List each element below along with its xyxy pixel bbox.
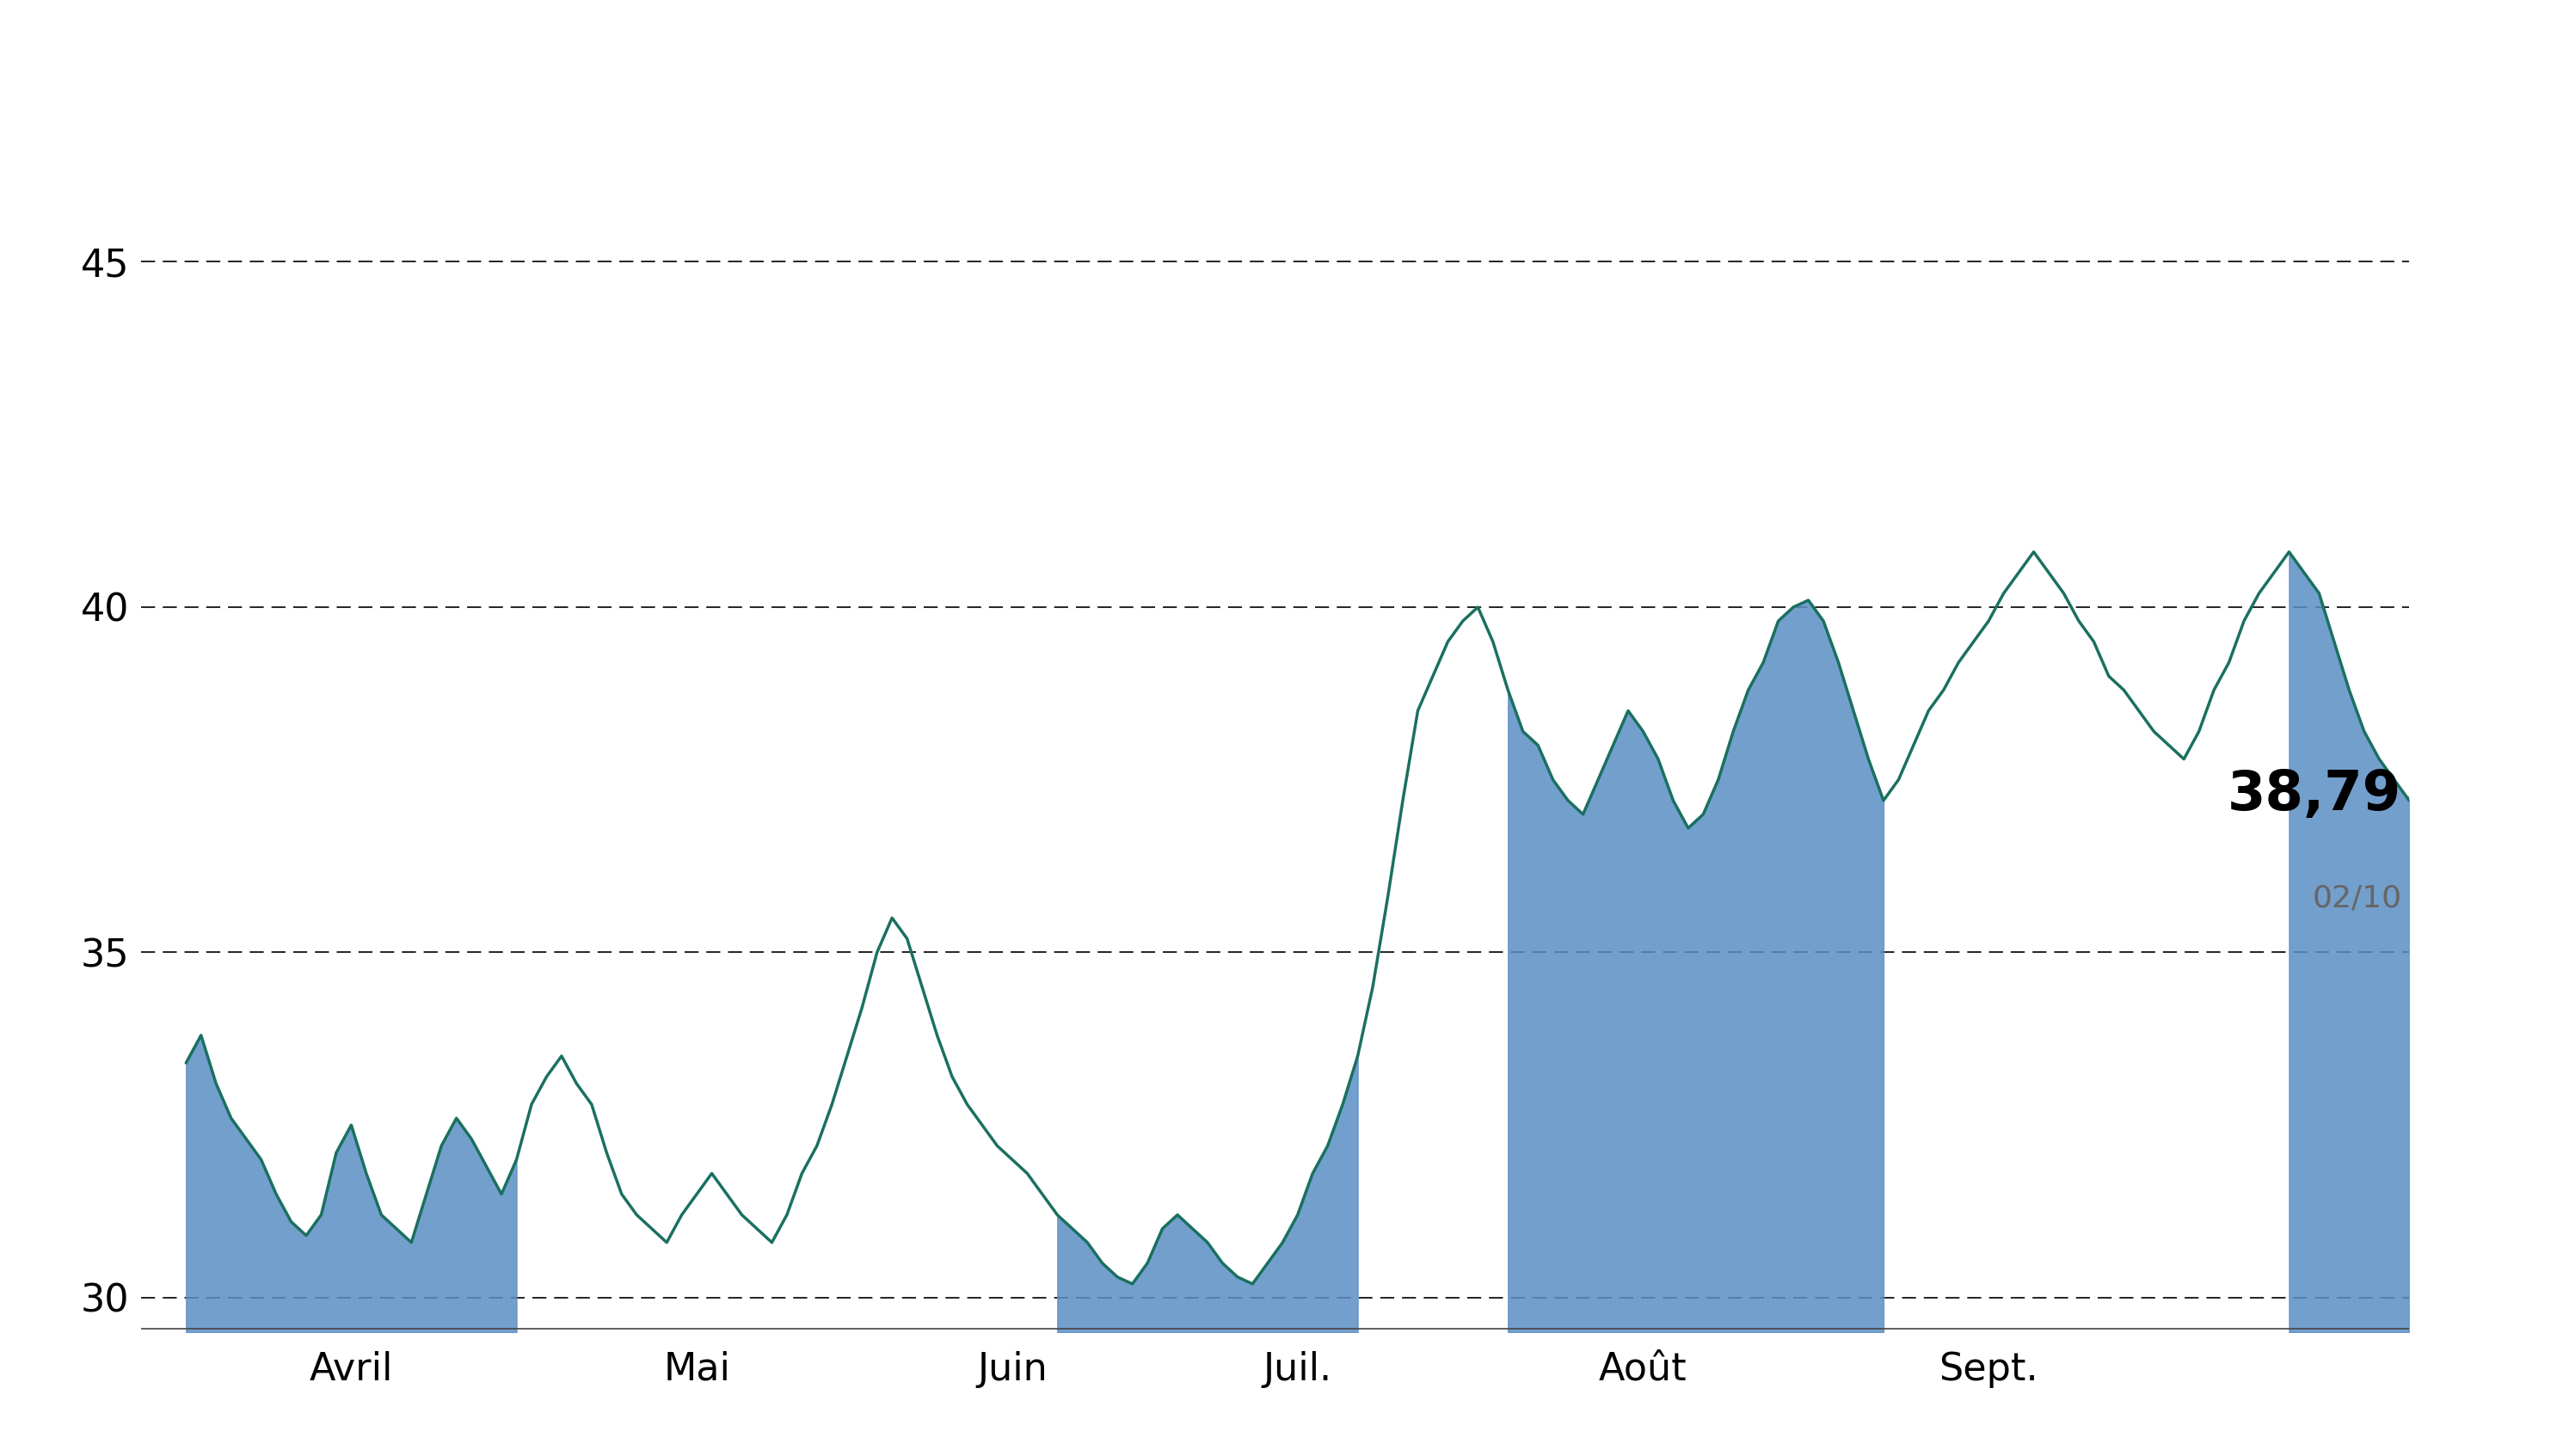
Text: 38,79: 38,79 [2227,767,2402,821]
Text: Marcus & Millichap, Inc.: Marcus & Millichap, Inc. [782,19,1781,90]
Text: 02/10: 02/10 [2312,884,2402,913]
